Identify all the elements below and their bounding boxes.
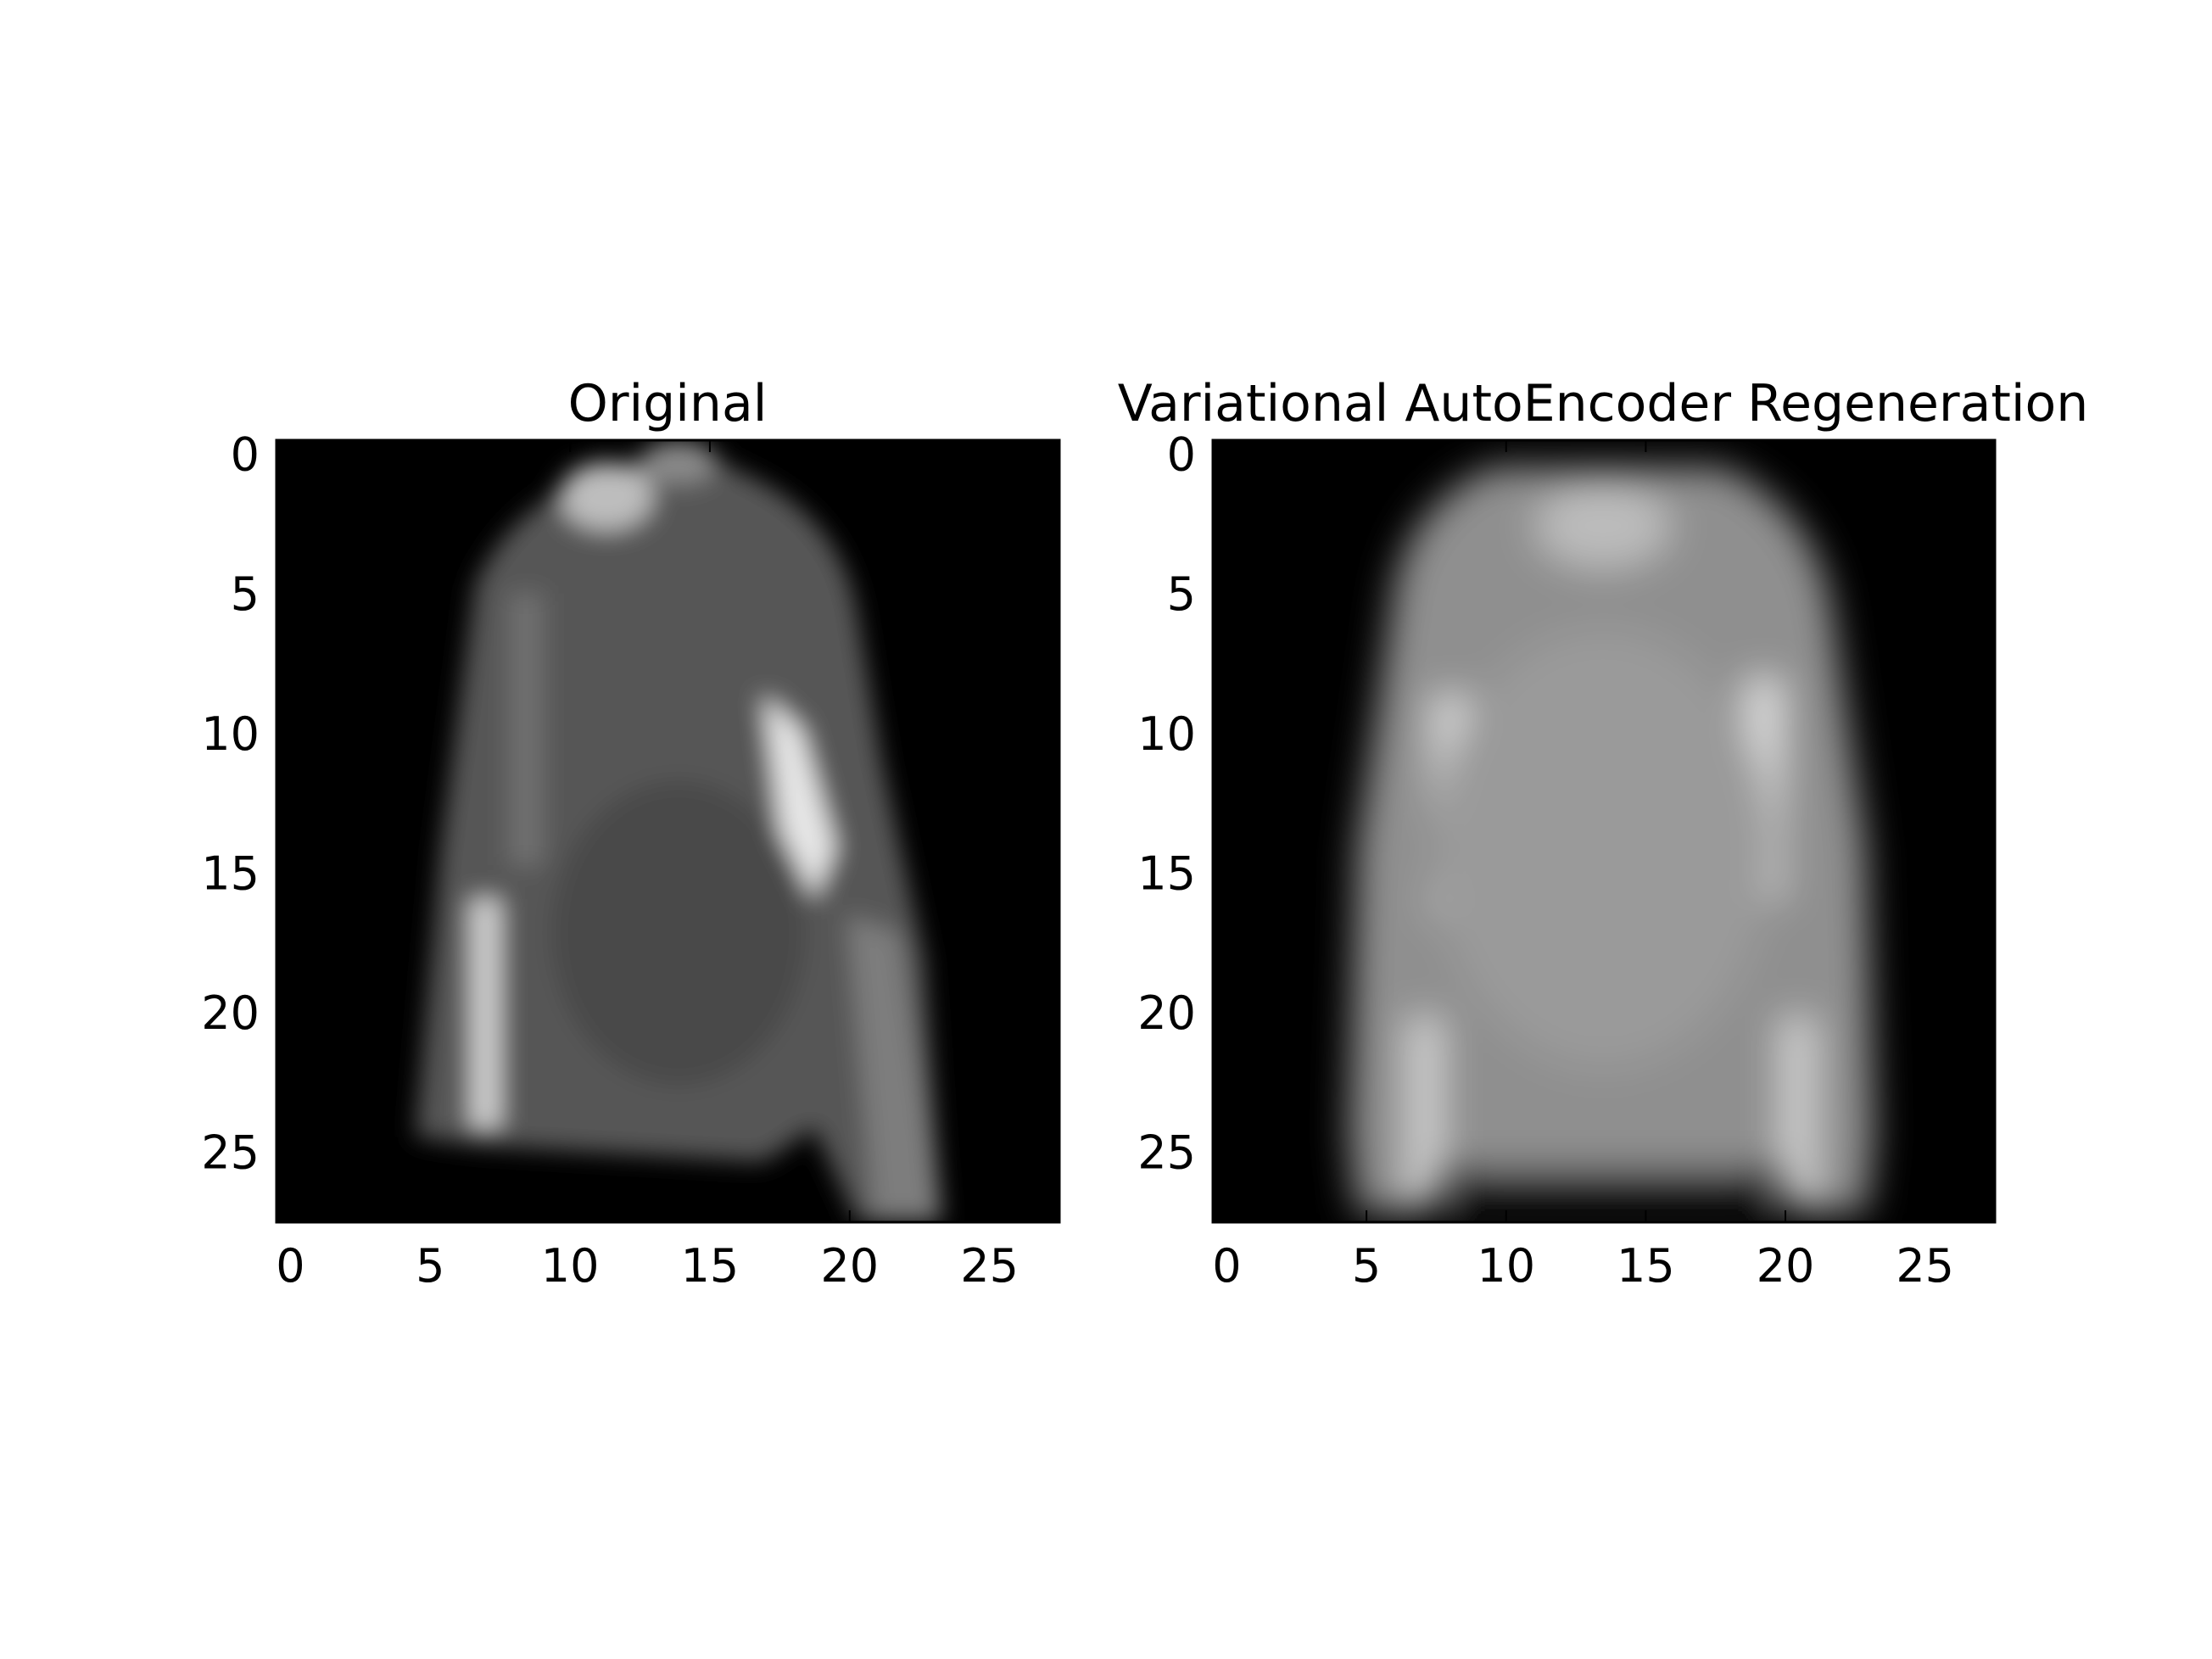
- original-y-tick-label: 0: [231, 427, 260, 481]
- original-y-tick-label: 20: [201, 986, 260, 1040]
- vae-x-tick-label: 5: [1352, 1239, 1381, 1293]
- vae-image: [1213, 440, 1995, 1222]
- original-panel: Original 0 5 10 15 20 25 0: [201, 374, 1061, 1293]
- original-image: [276, 440, 1059, 1222]
- vae-x-tick-label: 20: [1757, 1239, 1815, 1293]
- original-x-tick-label: 0: [276, 1239, 304, 1293]
- vae-x-tick-label: 10: [1477, 1239, 1535, 1293]
- vae-y-tick-label: 15: [1137, 846, 1196, 900]
- original-x-ticks: 0 5 10 15 20 25: [276, 440, 1019, 1293]
- original-y-tick-label: 5: [231, 567, 260, 621]
- original-y-tick-label: 15: [201, 846, 260, 900]
- original-y-tick-label: 25: [201, 1126, 260, 1180]
- original-y-tick-label: 10: [201, 707, 260, 761]
- vae-y-tick-label: 0: [1167, 427, 1196, 481]
- vae-title: Variational AutoEncoder Regeneration: [1118, 374, 2089, 433]
- vae-x-tick-label: 25: [1896, 1239, 1954, 1293]
- vae-x-tick-label: 15: [1617, 1239, 1675, 1293]
- vae-y-tick-label: 20: [1137, 986, 1196, 1040]
- vae-x-ticks: 0 5 10 15 20 25: [1212, 440, 1954, 1293]
- original-x-tick-label: 10: [541, 1239, 600, 1293]
- original-x-tick-label: 25: [960, 1239, 1019, 1293]
- original-y-ticks: 0 5 10 15 20 25: [201, 427, 1059, 1180]
- vae-y-tick-label: 10: [1137, 707, 1196, 761]
- vae-panel: Variational AutoEncoder Regeneration 0 5 1…: [1118, 374, 2089, 1293]
- vae-x-tick-label: 0: [1212, 1239, 1241, 1293]
- original-x-tick-label: 20: [820, 1239, 879, 1293]
- vae-y-tick-label: 5: [1167, 567, 1196, 621]
- original-title: Original: [568, 374, 768, 433]
- vae-y-ticks: 0 5 10 15 20 25: [1137, 427, 1995, 1180]
- original-x-tick-label: 5: [416, 1239, 444, 1293]
- vae-y-tick-label: 25: [1137, 1126, 1196, 1180]
- original-x-tick-label: 15: [681, 1239, 740, 1293]
